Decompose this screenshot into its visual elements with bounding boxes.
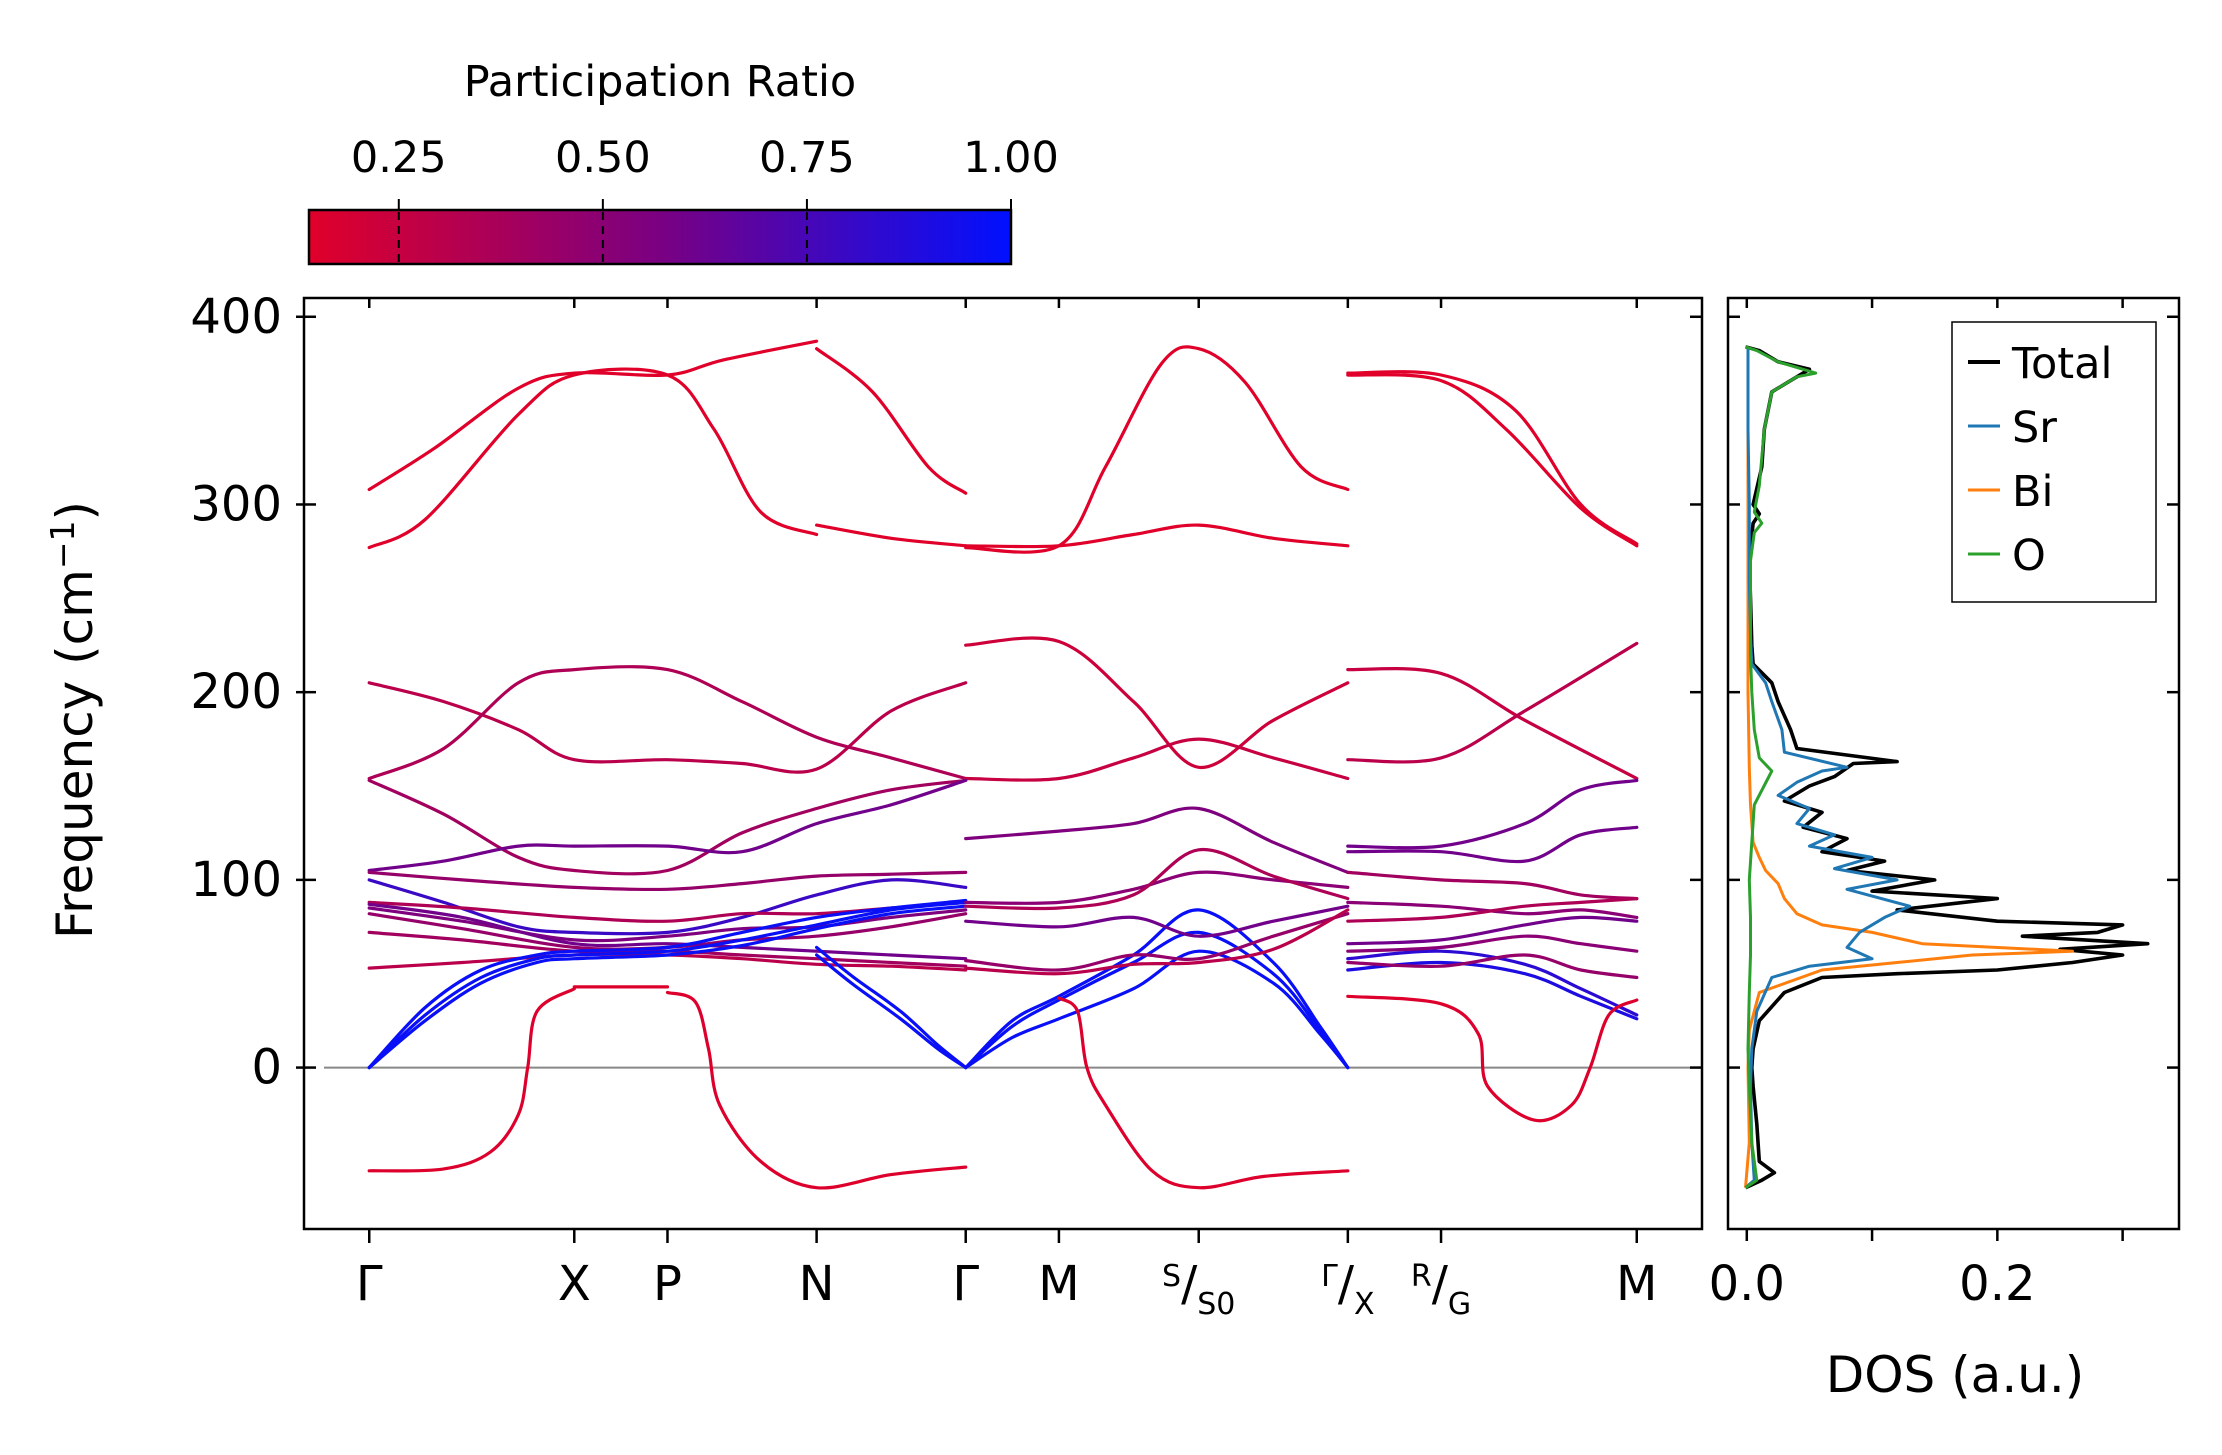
k-point-label: R/G: [1411, 1256, 1471, 1322]
y-tick-label: 200: [190, 664, 282, 720]
band-soft-4: [1346, 994, 1639, 1123]
y-axis-ticks: 0 100 200 300 400: [190, 289, 1702, 1096]
y-tick-label: 100: [190, 852, 282, 908]
band-mid-1: [367, 681, 968, 774]
y-tick-label: 400: [190, 289, 282, 345]
band-structure-plot: 0 100 200 300 400 Γ X P N Γ M S/S0 Γ/X R/G M Frequenc…: [43, 289, 1704, 1322]
band-low-4: [367, 906, 968, 943]
legend-label-total: Total: [2011, 339, 2112, 389]
k-point-label: Γ: [356, 1256, 383, 1312]
dos-x-tick-label: 0.0: [1709, 1256, 1785, 1312]
band-mid-9: [964, 806, 1350, 874]
band-acoustic-10: [1346, 949, 1639, 1017]
band-mid-2: [367, 665, 968, 781]
band-mix-5: [964, 908, 1350, 976]
k-point-label: N: [799, 1256, 835, 1312]
band-acoustic-4: [815, 945, 968, 1070]
legend-label-sr: Sr: [2012, 403, 2057, 453]
k-point-label: P: [653, 1256, 682, 1312]
band-acoustic-1: [367, 904, 968, 1070]
colorbar: Participation Ratio 0.25 0.50 0.75 1.00: [307, 57, 1059, 266]
k-point-label: S/S0: [1162, 1256, 1235, 1322]
band-curves: [324, 339, 1692, 1190]
k-point-label: X: [558, 1256, 591, 1312]
y-axis-label: Frequency (cm−1): [43, 501, 104, 939]
k-point-label: M: [1616, 1256, 1657, 1312]
band-soft-3: [1057, 996, 1350, 1190]
colorbar-tick-label: 0.25: [351, 133, 447, 183]
dos-legend: Total Sr Bi O: [1951, 321, 2157, 603]
dos-curve-total: [1744, 345, 2150, 1190]
dos-curve-o: [1744, 345, 1818, 1189]
colorbar-ticks: 0.25 0.50 0.75 1.00: [351, 133, 1059, 262]
y-tick-label: 0: [251, 1040, 282, 1096]
band-mid-5: [1346, 667, 1639, 781]
dos-curves: [1744, 345, 2150, 1190]
band-upper-O-2b: [815, 523, 968, 548]
colorbar-tick-label: 0.75: [759, 133, 855, 183]
band-plot-frame: [302, 296, 1704, 1231]
band-low-2: [367, 878, 968, 936]
colorbar-tick-label: 0.50: [555, 133, 651, 183]
band-upper-O-3: [964, 523, 1350, 549]
legend-label-bi: Bi: [2012, 467, 2053, 517]
band-acoustic-7: [964, 930, 1350, 1070]
band-mix-3: [964, 904, 1350, 938]
band-mix-6: [1346, 870, 1639, 901]
band-soft-1: [367, 987, 576, 1173]
colorbar-tick-label: 1.00: [963, 133, 1059, 183]
k-point-label: Γ: [952, 1256, 979, 1312]
band-mix-10: [1346, 934, 1639, 953]
band-mid-4: [964, 737, 1350, 782]
y-tick-label: 300: [190, 476, 282, 532]
band-mix-9: [1346, 915, 1639, 946]
dos-axis-ticks: 0.0 0.2: [1709, 298, 2179, 1312]
band-acoustic-6: [964, 949, 1350, 1070]
k-path-ticks: Γ X P N Γ M S/S0 Γ/X R/G M: [356, 298, 1657, 1322]
dos-curve-sr: [1744, 346, 1912, 1189]
band-upper-O-1: [367, 339, 819, 492]
legend-label-o: O: [2012, 531, 2046, 581]
band-upper-O-6: [1346, 370, 1639, 546]
band-upper-O-1b: [815, 347, 968, 495]
band-mid-6: [1346, 641, 1639, 764]
band-mid-8: [367, 778, 968, 873]
band-mix-4: [964, 912, 1350, 972]
k-point-label: Γ/X: [1321, 1256, 1374, 1322]
band-mid-7: [367, 778, 968, 876]
dos-plot: 0.0 0.2 DOS (a.u.) Total Sr Bi O: [1709, 296, 2181, 1404]
band-mix-7: [1346, 900, 1639, 919]
band-low-1: [367, 870, 968, 892]
band-upper-O-5: [1346, 373, 1639, 548]
band-mid-11: [1346, 778, 1639, 850]
dos-plot-frame: [1726, 296, 2181, 1231]
band-mix-1: [964, 870, 1350, 905]
band-mix-2: [964, 847, 1350, 911]
colorbar-title: Participation Ratio: [464, 57, 857, 107]
band-mid-3: [964, 636, 1350, 769]
band-mid-10: [1346, 825, 1639, 864]
band-upper-O-2: [367, 367, 819, 550]
band-acoustic-2: [367, 900, 968, 1070]
dos-x-tick-label: 0.2: [1959, 1256, 2035, 1312]
band-mix-8: [1346, 897, 1639, 923]
colorbar-gradient: [307, 208, 1013, 266]
dos-x-axis-label: DOS (a.u.): [1826, 1346, 2085, 1404]
band-mix-11: [1346, 953, 1639, 980]
band-acoustic-3: [367, 898, 968, 1070]
band-upper-O-4: [964, 345, 1350, 554]
band-low-7: [367, 952, 968, 972]
k-point-label: M: [1038, 1256, 1079, 1312]
band-soft-2: [665, 990, 968, 1190]
band-acoustic-5: [815, 953, 968, 1070]
